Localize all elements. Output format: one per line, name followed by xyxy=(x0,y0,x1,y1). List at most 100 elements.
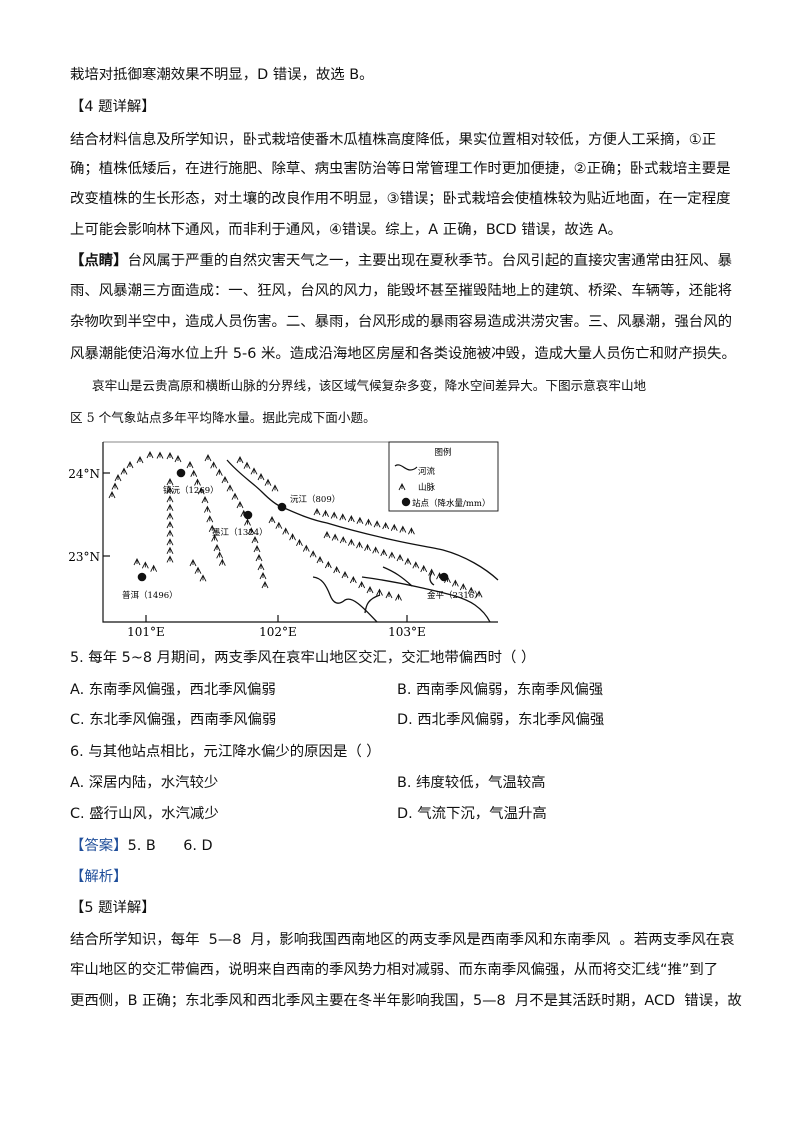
mountain-symbol xyxy=(373,520,381,528)
station-label: 沅江（809） xyxy=(290,494,340,505)
mountain-symbol xyxy=(322,509,329,517)
mountain-symbol xyxy=(197,487,205,495)
q5-detail-line: 更西侧，B 正确；东北季风和西北季风主要在冬半年影响我国，5—8 月不是其活跃时… xyxy=(70,993,742,1009)
q5-option-b: B. 西南季风偏弱，东南季风偏强 xyxy=(397,682,604,698)
mountain-symbol xyxy=(206,515,214,523)
mountain-symbol xyxy=(211,534,219,542)
mountain-symbol xyxy=(444,575,451,584)
mountain-symbol xyxy=(356,516,364,524)
q6-option-d: D. 气流下沉，气温升高 xyxy=(397,806,547,822)
station-label: 墨江（1324） xyxy=(212,527,268,538)
mountain-symbol xyxy=(324,560,332,569)
mountain-symbol xyxy=(366,585,374,594)
q4-detail-line: 上可能会影响林下通风，而非利于通风，④错误。综上，A 正确，BCD 错误，故选 … xyxy=(70,222,622,238)
mountain-symbol xyxy=(268,515,276,524)
mountain-symbol xyxy=(156,451,164,459)
lon-label: 101°E xyxy=(127,625,165,639)
mountain-symbol xyxy=(166,451,174,460)
mountain-symbol xyxy=(341,570,349,579)
map-frame xyxy=(102,442,498,623)
q6-option-b: B. 纬度较低，气温较高 xyxy=(397,775,546,791)
answer-label: 【答案】 xyxy=(70,838,128,854)
mountain-symbol xyxy=(428,568,436,576)
mountain-symbol xyxy=(215,468,223,476)
lon-label: 102°E xyxy=(259,625,297,639)
tip-label: 【点睛】 xyxy=(70,253,128,269)
mountain-symbol xyxy=(382,521,390,530)
q6-option-c: C. 盛行山风，水汽减少 xyxy=(70,806,219,822)
answer-text: 5. B 6. D xyxy=(127,838,213,854)
mountain-symbol xyxy=(120,467,128,475)
mountain-symbol xyxy=(339,513,347,521)
station-label: 金平（2316） xyxy=(427,590,483,601)
mountain-symbol xyxy=(240,509,248,517)
mountain-symbol xyxy=(150,564,158,572)
mountain-symbol xyxy=(388,551,396,559)
mountain-symbol xyxy=(282,527,290,535)
mountain-symbol xyxy=(199,574,207,582)
mountain-symbol xyxy=(201,495,209,504)
mountain-symbol xyxy=(166,529,174,537)
mountain-symbol xyxy=(333,565,341,574)
q5-detail-line: 牢山地区的交汇带偏西，说明来自西南的季风势力相对减弱、而东南季风偏强，从而将交汇… xyxy=(70,962,719,978)
intro-line: 区 5 个气象站点多年平均降水量。据此完成下面小题。 xyxy=(70,410,376,425)
previous-answer-tail: 栽培对抵御寒潮效果不明显，D 错误，故选 B。 xyxy=(70,67,374,83)
mountain-symbol xyxy=(243,461,251,469)
mountain-symbol xyxy=(136,455,144,464)
mountain-symbol xyxy=(213,543,221,552)
mountain-symbol xyxy=(385,590,393,599)
mountain-symbol xyxy=(404,557,412,565)
legend-mountain-label: 山脉 xyxy=(418,482,436,493)
mountain-symbol xyxy=(296,538,303,547)
mountain-symbol xyxy=(302,544,310,552)
mountain-symbol xyxy=(208,524,216,533)
tip-line: 杂物吹到半空中，造成人员伤害。二、暴雨，台风形成的暴雨容易造成洪涝灾害。三、风暴… xyxy=(70,314,732,330)
mountain-symbol xyxy=(166,520,174,529)
mountain-symbol xyxy=(194,566,202,574)
mountain-symbol xyxy=(408,527,415,535)
mountain-symbol xyxy=(111,482,119,490)
mountain-symbol xyxy=(186,460,194,469)
mountain-symbol xyxy=(221,475,229,484)
mountain-symbol xyxy=(356,541,363,549)
river xyxy=(312,576,378,623)
q4-detail-line: 确；植株低矮后，在进行施肥、除草、病虫害防治等日常管理工作时更加便捷，②正确；卧… xyxy=(70,161,731,177)
mountain-symbol xyxy=(141,561,149,569)
mountain-symbol xyxy=(451,579,459,587)
mountain-symbol xyxy=(166,546,174,555)
mountain-symbol xyxy=(203,505,211,513)
mountain-symbol xyxy=(390,523,398,531)
station-dot xyxy=(137,572,147,582)
mountain-symbol xyxy=(257,562,265,571)
station-dot xyxy=(176,468,186,478)
mountain-symbol xyxy=(166,486,174,494)
q5-option-d: D. 西北季风偏弱，东北季风偏强 xyxy=(397,712,605,728)
mountain-symbol xyxy=(309,550,317,558)
station-label: 镇沅（1269） xyxy=(163,485,219,496)
mountain-symbol xyxy=(250,467,258,475)
answer-line: 【答案】5. B 6. D xyxy=(70,836,213,856)
mountain-symbol xyxy=(259,571,267,580)
mountain-symbol xyxy=(467,586,475,594)
tip-line: 【点睛】台风属于严重的自然灾害天气之一，主要出现在夏秋季节。台风引起的直接灾害通… xyxy=(70,251,732,271)
station-label: 普洱（1496） xyxy=(122,590,178,601)
legend-river-label: 河流 xyxy=(418,466,436,477)
mountain-symbol xyxy=(316,555,324,564)
mountain-symbol xyxy=(126,460,134,469)
mountain-symbol xyxy=(261,580,269,589)
legend-river-icon xyxy=(394,464,418,471)
mountain-symbol xyxy=(364,543,371,551)
mountain-symbol xyxy=(114,473,122,482)
tip-line: 雨、风暴潮三方面造成：一、狂风，台风的风力，能毁坏甚至摧毁陆地上的建筑、桥梁、车… xyxy=(70,283,732,299)
legend-box xyxy=(388,441,499,512)
mountain-symbol xyxy=(204,453,212,462)
mountain-symbol xyxy=(189,558,197,567)
mountain-symbol xyxy=(166,538,174,546)
q6-option-a: A. 深居内陆，水汽较少 xyxy=(70,775,219,791)
q4-detail-line: 改变植株的生长形态，对土壤的改良作用不明显，③错误；卧式栽培会使植株较为贴近地面… xyxy=(70,191,731,207)
river xyxy=(429,571,435,586)
legend-title: 图例 xyxy=(434,447,451,458)
q4-detail-heading: 【4 题详解】 xyxy=(70,99,156,115)
legend-mountain-icon xyxy=(398,482,406,491)
mountain-symbol xyxy=(244,518,251,526)
